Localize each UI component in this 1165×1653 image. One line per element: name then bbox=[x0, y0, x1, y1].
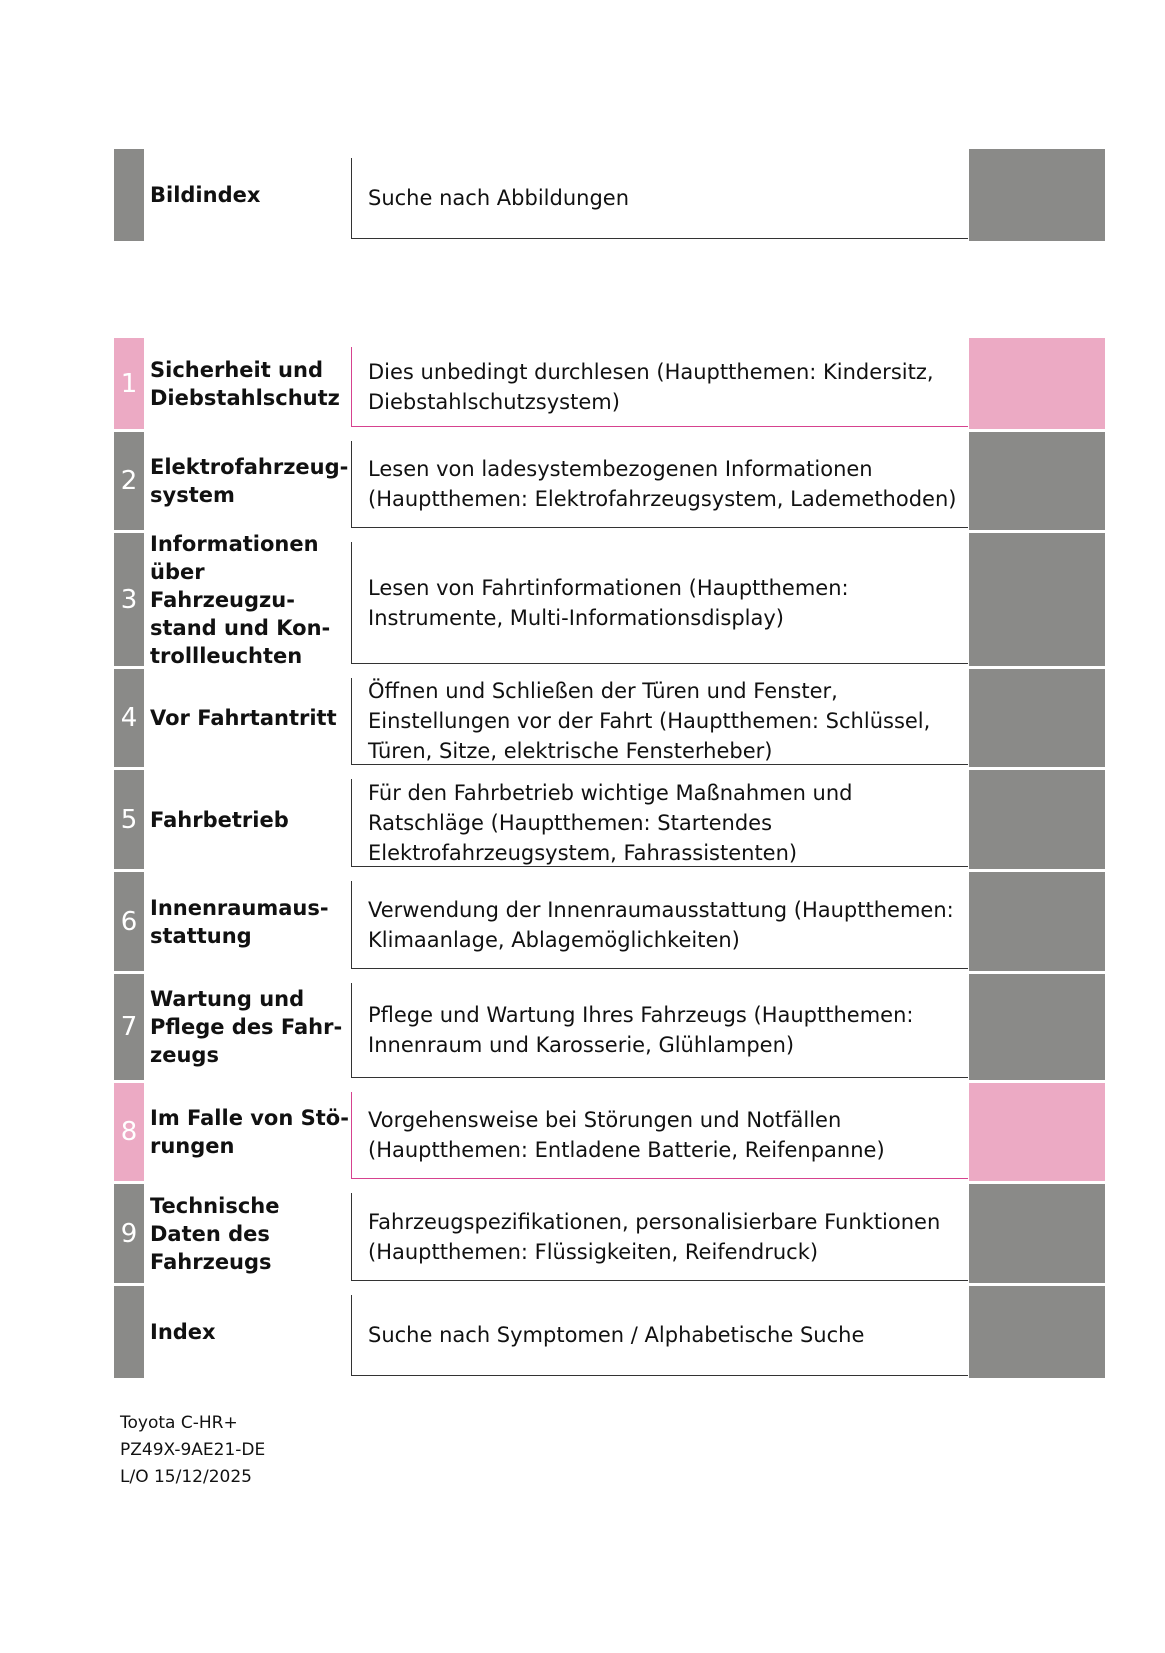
chapter-description-text: Lesen von Fahrtinformationen (Haupttheme… bbox=[368, 575, 849, 630]
chapter-title-text: Sicherheit und Diebstahlschutz bbox=[150, 357, 340, 410]
chapter-description: Verwendung der Innenraumausstattung (Hau… bbox=[351, 881, 968, 969]
footer-date: L/O 15/12/2025 bbox=[120, 1467, 252, 1487]
thumb-tab[interactable] bbox=[969, 669, 1105, 767]
chapter-title-text: Elektrofahrzeug-system bbox=[150, 455, 349, 507]
chapter-row[interactable]: Index Suche nach Symptomen / Alphabetisc… bbox=[0, 1286, 1165, 1378]
chapter-description: Fahrzeugspezifikationen, personalisierba… bbox=[351, 1193, 968, 1281]
chapter-title[interactable]: Elektrofahrzeug-system bbox=[150, 432, 350, 530]
chapter-title-text: Vor Fahrtantritt bbox=[150, 706, 337, 730]
chapter-number: 6 bbox=[120, 906, 138, 937]
chapter-description: Lesen von Fahrtinformationen (Haupttheme… bbox=[351, 542, 968, 664]
chapter-number: 3 bbox=[120, 584, 138, 615]
chapter-row[interactable]: 1 Sicherheit und Diebstahlschutz Dies un… bbox=[0, 338, 1165, 429]
thumb-tab[interactable] bbox=[969, 338, 1105, 429]
thumb-tab[interactable] bbox=[969, 432, 1105, 530]
chapter-title[interactable]: Fahrbetrieb bbox=[150, 770, 350, 869]
chapter-description: Dies unbedingt durchlesen (Hauptthemen: … bbox=[351, 347, 968, 427]
chapter-description-text: Für den Fahrbetrieb wichtige Maßnahmen u… bbox=[368, 780, 853, 865]
chapter-row[interactable]: Bildindex Suche nach Abbildungen bbox=[0, 149, 1165, 241]
chapter-description-text: Dies unbedingt durchlesen (Hauptthemen: … bbox=[368, 359, 934, 414]
footer-code: PZ49X-9AE21-DE bbox=[120, 1440, 266, 1460]
chapter-number: 7 bbox=[120, 1012, 138, 1042]
chapter-row[interactable]: 3 Informationen über Fahrzeugzu-stand un… bbox=[0, 532, 1165, 668]
chapter-title-text: Im Falle von Stö-rungen bbox=[150, 1106, 349, 1158]
chapter-description-text: Lesen von ladesystembezogenen Informatio… bbox=[368, 457, 957, 511]
chapter-title-text: Innenraumaus-stattung bbox=[150, 895, 329, 948]
chapter-title[interactable]: Technische Daten des Fahrzeugs bbox=[150, 1184, 350, 1283]
chapter-title-text: Wartung und Pflege des Fahr-zeugs bbox=[150, 987, 343, 1067]
chapter-title-text: Informationen über Fahrzeugzu-stand und … bbox=[150, 531, 331, 668]
chapter-tab: 7 bbox=[114, 974, 144, 1080]
thumb-tab[interactable] bbox=[969, 149, 1105, 241]
chapter-title-text: Fahrbetrieb bbox=[150, 807, 289, 832]
chapter-row[interactable]: 4 Vor Fahrtantritt Öffnen und Schließen … bbox=[0, 669, 1165, 767]
chapter-description: Pflege und Wartung Ihres Fahrzeugs (Haup… bbox=[351, 983, 968, 1078]
chapter-description-text: Suche nach Symptomen / Alphabetische Suc… bbox=[368, 1323, 865, 1347]
chapter-tab: 2 bbox=[114, 432, 144, 530]
thumb-tab[interactable] bbox=[969, 974, 1105, 1080]
chapter-description-text: Pflege und Wartung Ihres Fahrzeugs (Haup… bbox=[368, 1003, 914, 1057]
chapter-number: 8 bbox=[120, 1117, 138, 1147]
footer-model: Toyota C-HR+ bbox=[120, 1413, 238, 1433]
chapter-description: Für den Fahrbetrieb wichtige Maßnahmen u… bbox=[351, 779, 968, 867]
chapter-tab bbox=[114, 149, 144, 241]
chapter-row[interactable]: 8 Im Falle von Stö-rungen Vorgehensweise… bbox=[0, 1083, 1165, 1181]
chapter-tab bbox=[114, 1286, 144, 1378]
chapter-number: 2 bbox=[120, 466, 138, 496]
chapter-number: 5 bbox=[120, 804, 138, 835]
chapter-title[interactable]: Im Falle von Stö-rungen bbox=[150, 1083, 350, 1181]
footer: Toyota C-HR+ PZ49X-9AE21-DE L/O 15/12/20… bbox=[120, 1410, 265, 1491]
chapter-title-text: Bildindex bbox=[150, 183, 261, 207]
chapter-tab: 3 bbox=[114, 533, 144, 666]
chapter-description: Lesen von ladesystembezogenen Informatio… bbox=[351, 441, 968, 528]
chapter-number: 9 bbox=[120, 1218, 138, 1249]
chapter-title-text: Technische Daten des Fahrzeugs bbox=[150, 1193, 280, 1274]
chapter-row[interactable]: 2 Elektrofahrzeug-system Lesen von lades… bbox=[0, 432, 1165, 530]
thumb-tab[interactable] bbox=[969, 1083, 1105, 1181]
chapter-number: 4 bbox=[120, 703, 138, 733]
chapter-title[interactable]: Index bbox=[150, 1286, 350, 1378]
chapter-row[interactable]: 9 Technische Daten des Fahrzeugs Fahrzeu… bbox=[0, 1184, 1165, 1283]
chapter-title[interactable]: Wartung und Pflege des Fahr-zeugs bbox=[150, 974, 350, 1080]
chapter-description-text: Fahrzeugspezifikationen, personalisierba… bbox=[368, 1209, 941, 1264]
chapter-tab: 1 bbox=[114, 338, 144, 429]
chapter-tab: 9 bbox=[114, 1184, 144, 1283]
chapter-tab: 5 bbox=[114, 770, 144, 869]
thumb-tab[interactable] bbox=[969, 872, 1105, 971]
chapter-description: Suche nach Symptomen / Alphabetische Suc… bbox=[351, 1295, 968, 1376]
chapter-title[interactable]: Innenraumaus-stattung bbox=[150, 872, 350, 971]
chapter-tab: 4 bbox=[114, 669, 144, 767]
chapter-title[interactable]: Vor Fahrtantritt bbox=[150, 669, 350, 767]
chapter-description-text: Verwendung der Innenraumausstattung (Hau… bbox=[368, 897, 954, 952]
chapter-row[interactable]: 5 Fahrbetrieb Für den Fahrbetrieb wichti… bbox=[0, 770, 1165, 869]
thumb-tab[interactable] bbox=[969, 770, 1105, 869]
thumb-tab[interactable] bbox=[969, 1184, 1105, 1283]
chapter-number: 1 bbox=[120, 368, 138, 399]
thumb-tab[interactable] bbox=[969, 533, 1105, 666]
chapter-tab: 6 bbox=[114, 872, 144, 971]
chapter-title[interactable]: Sicherheit und Diebstahlschutz bbox=[150, 338, 350, 429]
chapter-title[interactable]: Bildindex bbox=[150, 149, 350, 241]
chapter-row[interactable]: 7 Wartung und Pflege des Fahr-zeugs Pfle… bbox=[0, 974, 1165, 1080]
chapter-description-text: Suche nach Abbildungen bbox=[368, 186, 630, 210]
chapter-description: Vorgehensweise bei Störungen und Notfäll… bbox=[351, 1092, 968, 1179]
chapter-title-text: Index bbox=[150, 1320, 216, 1344]
chapter-title[interactable]: Informationen über Fahrzeugzu-stand und … bbox=[150, 532, 350, 668]
chapter-description: Öffnen und Schließen der Türen und Fenst… bbox=[351, 678, 968, 765]
chapter-row[interactable]: 6 Innenraumaus-stattung Verwendung der I… bbox=[0, 872, 1165, 971]
chapter-description: Suche nach Abbildungen bbox=[351, 158, 968, 239]
thumb-tab[interactable] bbox=[969, 1286, 1105, 1378]
chapter-description-text: Vorgehensweise bei Störungen und Notfäll… bbox=[368, 1108, 885, 1162]
chapter-description-text: Öffnen und Schließen der Türen und Fenst… bbox=[368, 679, 931, 763]
chapter-tab: 8 bbox=[114, 1083, 144, 1181]
